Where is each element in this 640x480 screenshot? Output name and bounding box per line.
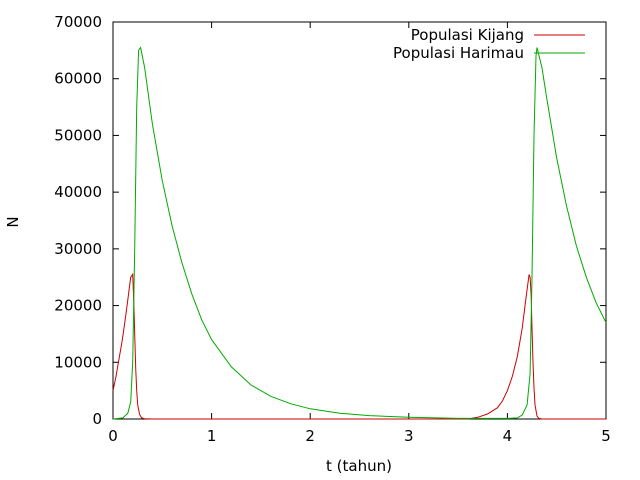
legend: Populasi Kijang Populasi Harimau xyxy=(393,26,585,62)
axis-ticks: 0 1 2 3 4 5 0 10000 20000 30000 40000 50000 60000 700… xyxy=(54,13,610,445)
series-line-harimau xyxy=(112,46,607,420)
legend-label-kijang: Populasi Kijang xyxy=(411,26,524,44)
x-axis-label: t (tahun) xyxy=(326,457,392,475)
y-tick-label: 60000 xyxy=(54,70,102,88)
series-line-kijang xyxy=(112,272,606,420)
y-tick-label: 10000 xyxy=(54,353,102,371)
y-tick-label: 30000 xyxy=(54,240,102,258)
x-tick-label: 0 xyxy=(108,427,118,445)
x-tick-label: 5 xyxy=(601,427,611,445)
y-tick-label: 40000 xyxy=(54,183,102,201)
y-tick-label: 20000 xyxy=(54,297,102,315)
legend-label-harimau: Populasi Harimau xyxy=(393,44,524,62)
x-tick-label: 3 xyxy=(404,427,414,445)
y-axis-label: N xyxy=(4,216,22,227)
y-tick-label: 50000 xyxy=(54,126,102,144)
series-layer xyxy=(112,46,607,420)
plot-frame xyxy=(112,21,607,420)
y-tick-label: 0 xyxy=(92,410,102,428)
x-tick-label: 2 xyxy=(305,427,315,445)
y-tick-label: 70000 xyxy=(54,13,102,31)
x-tick-label: 1 xyxy=(207,427,217,445)
x-tick-label: 4 xyxy=(503,427,513,445)
